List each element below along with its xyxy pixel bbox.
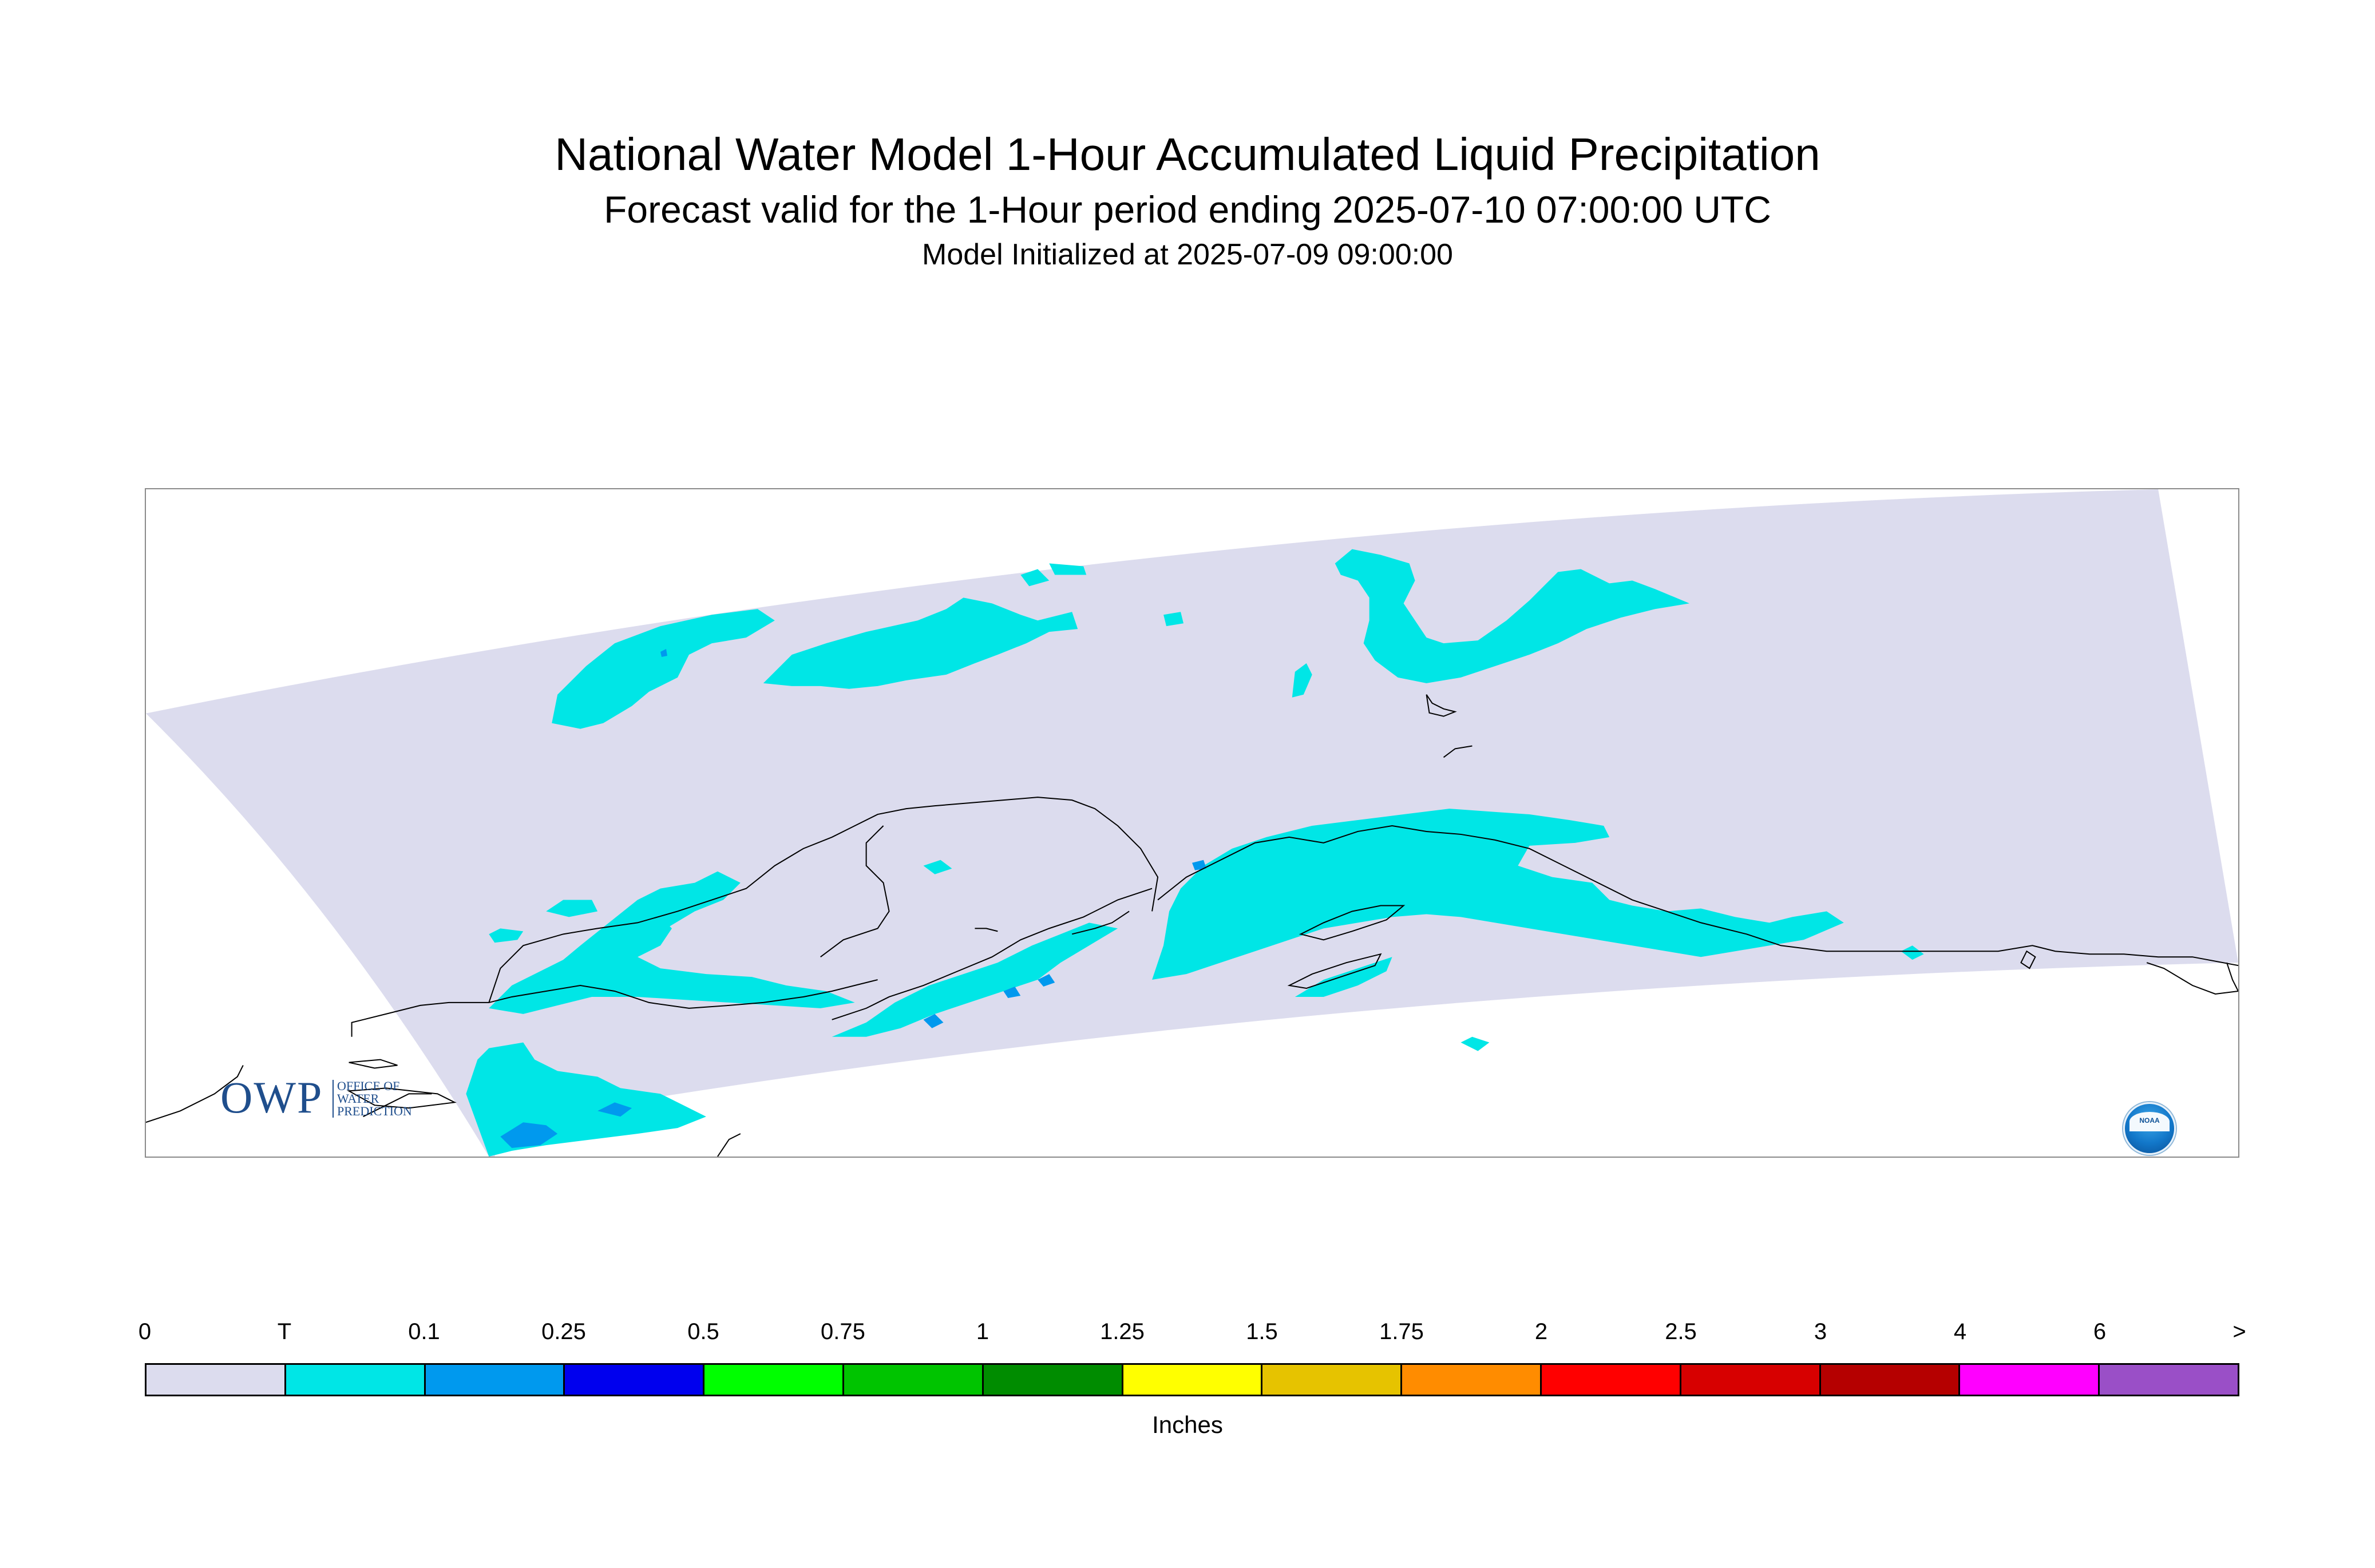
coastline — [1287, 953, 1382, 989]
coastline — [2146, 962, 2238, 995]
precip-blob — [1335, 549, 1690, 683]
legend-tick-label: > — [2232, 1319, 2246, 1344]
legend-tick-label: 6 — [2093, 1319, 2107, 1344]
precip-blob — [1163, 612, 1184, 627]
precip-blob — [546, 900, 598, 917]
legend-swatch — [1123, 1365, 1263, 1395]
precip-trace-areas — [466, 549, 1924, 1157]
legend-swatch — [1960, 1365, 2100, 1395]
legend-tick-label: 0.1 — [408, 1319, 440, 1344]
precip-blob — [597, 1102, 632, 1117]
legend-tick-label: T — [277, 1319, 292, 1344]
coastline — [832, 888, 1153, 1020]
noaa-logo-bird — [2129, 1112, 2170, 1131]
legend-swatch — [565, 1365, 705, 1395]
precip-blob — [1003, 987, 1021, 998]
legend-ticks: 0 T 0.1 0.25 0.5 0.75 1 1.25 1.5 1.75 2 2.5 3 4 6 > — [138, 1317, 2246, 1352]
owp-logo-subtext: OFFICE OF WATER PREDICTION — [332, 1080, 412, 1118]
coastline — [1071, 910, 1130, 935]
legend-swatch — [704, 1365, 844, 1395]
legend-swatch — [286, 1365, 426, 1395]
legend-swatch — [1262, 1365, 1403, 1395]
coastline — [146, 1065, 244, 1123]
owp-logo-letters: OWP — [220, 1072, 323, 1122]
coastline — [1426, 694, 1457, 717]
legend-tick-label: 2.5 — [1665, 1319, 1697, 1344]
legend-colorbar — [145, 1363, 2239, 1396]
legend-tick-label: 0.75 — [821, 1319, 865, 1344]
legend-swatch — [2100, 1365, 2238, 1395]
coastline — [347, 1087, 457, 1109]
legend-swatch — [844, 1365, 984, 1395]
precip-blob — [1295, 957, 1392, 997]
precip-blob — [552, 609, 775, 729]
coastline — [363, 1093, 432, 1118]
precip-blob — [1460, 1036, 1490, 1051]
legend-tick-label: 2 — [1534, 1319, 1548, 1344]
coastline — [1157, 825, 2238, 967]
coastlines — [146, 694, 2238, 1157]
precip-blob — [500, 1122, 558, 1149]
legend-swatch — [147, 1365, 286, 1395]
legend-tick-label: 0 — [138, 1319, 152, 1344]
precip-blob — [489, 928, 524, 943]
legend-swatch — [425, 1365, 565, 1395]
coastline — [349, 1059, 398, 1069]
legend-tick-label: 0.25 — [541, 1319, 586, 1344]
owp-logo: OWP OFFICE OF WATER PREDICTION — [220, 1067, 438, 1130]
model-init-time: Model Initialized at 2025-07-09 09:00:00 — [922, 238, 1453, 271]
precip-blob — [923, 1013, 944, 1028]
legend-tick-label: 0.5 — [687, 1319, 719, 1344]
legend-tick-label: 3 — [1814, 1319, 1827, 1344]
legend-swatch — [1402, 1365, 1542, 1395]
coastline — [1443, 745, 1472, 758]
precip-light-areas — [500, 649, 1206, 1149]
model-domain-region — [146, 489, 2238, 1157]
legend-tick-label: 1.75 — [1379, 1319, 1424, 1344]
coastline — [351, 979, 878, 1037]
chart-title: National Water Model 1-Hour Accumulated … — [555, 129, 1820, 180]
coastline — [2020, 950, 2036, 969]
legend-swatch — [1820, 1365, 1961, 1395]
precip-blob — [1020, 569, 1050, 587]
precip-blob — [832, 922, 1118, 1037]
precip-blob — [1049, 563, 1087, 575]
coastline — [2226, 962, 2238, 992]
precip-blob — [923, 860, 952, 874]
precip-blob — [1152, 809, 1844, 980]
coastline — [820, 825, 890, 957]
legend-tick-label: 1.25 — [1100, 1319, 1145, 1344]
coastline — [717, 1133, 741, 1157]
legend-tick-label: 1.5 — [1246, 1319, 1278, 1344]
legend-swatch — [983, 1365, 1123, 1395]
legend-tick-label: 1 — [976, 1319, 989, 1344]
coastline — [488, 797, 1159, 1003]
coastline — [975, 928, 998, 932]
legend-swatch — [1541, 1365, 1681, 1395]
precip-blob — [1292, 663, 1312, 698]
noaa-logo-text: NOAA — [2139, 1116, 2160, 1124]
legend-unit-label: Inches — [1152, 1411, 1223, 1438]
precip-blob — [489, 917, 855, 1014]
precip-blob — [763, 597, 1078, 689]
precip-blob — [1901, 945, 1924, 960]
precip-blob — [1038, 974, 1055, 987]
legend-swatch — [1681, 1365, 1821, 1395]
map-svg — [146, 489, 2238, 1157]
precip-blob — [546, 871, 741, 975]
noaa-logo: NOAA — [2123, 1102, 2176, 1155]
precip-blob — [1192, 860, 1206, 870]
chart-subtitle: Forecast valid for the 1-Hour period end… — [604, 188, 1771, 231]
legend-tick-label: 4 — [1953, 1319, 1967, 1344]
coastline — [1299, 905, 1406, 941]
map-panel: OWP OFFICE OF WATER PREDICTION — [145, 488, 2239, 1158]
